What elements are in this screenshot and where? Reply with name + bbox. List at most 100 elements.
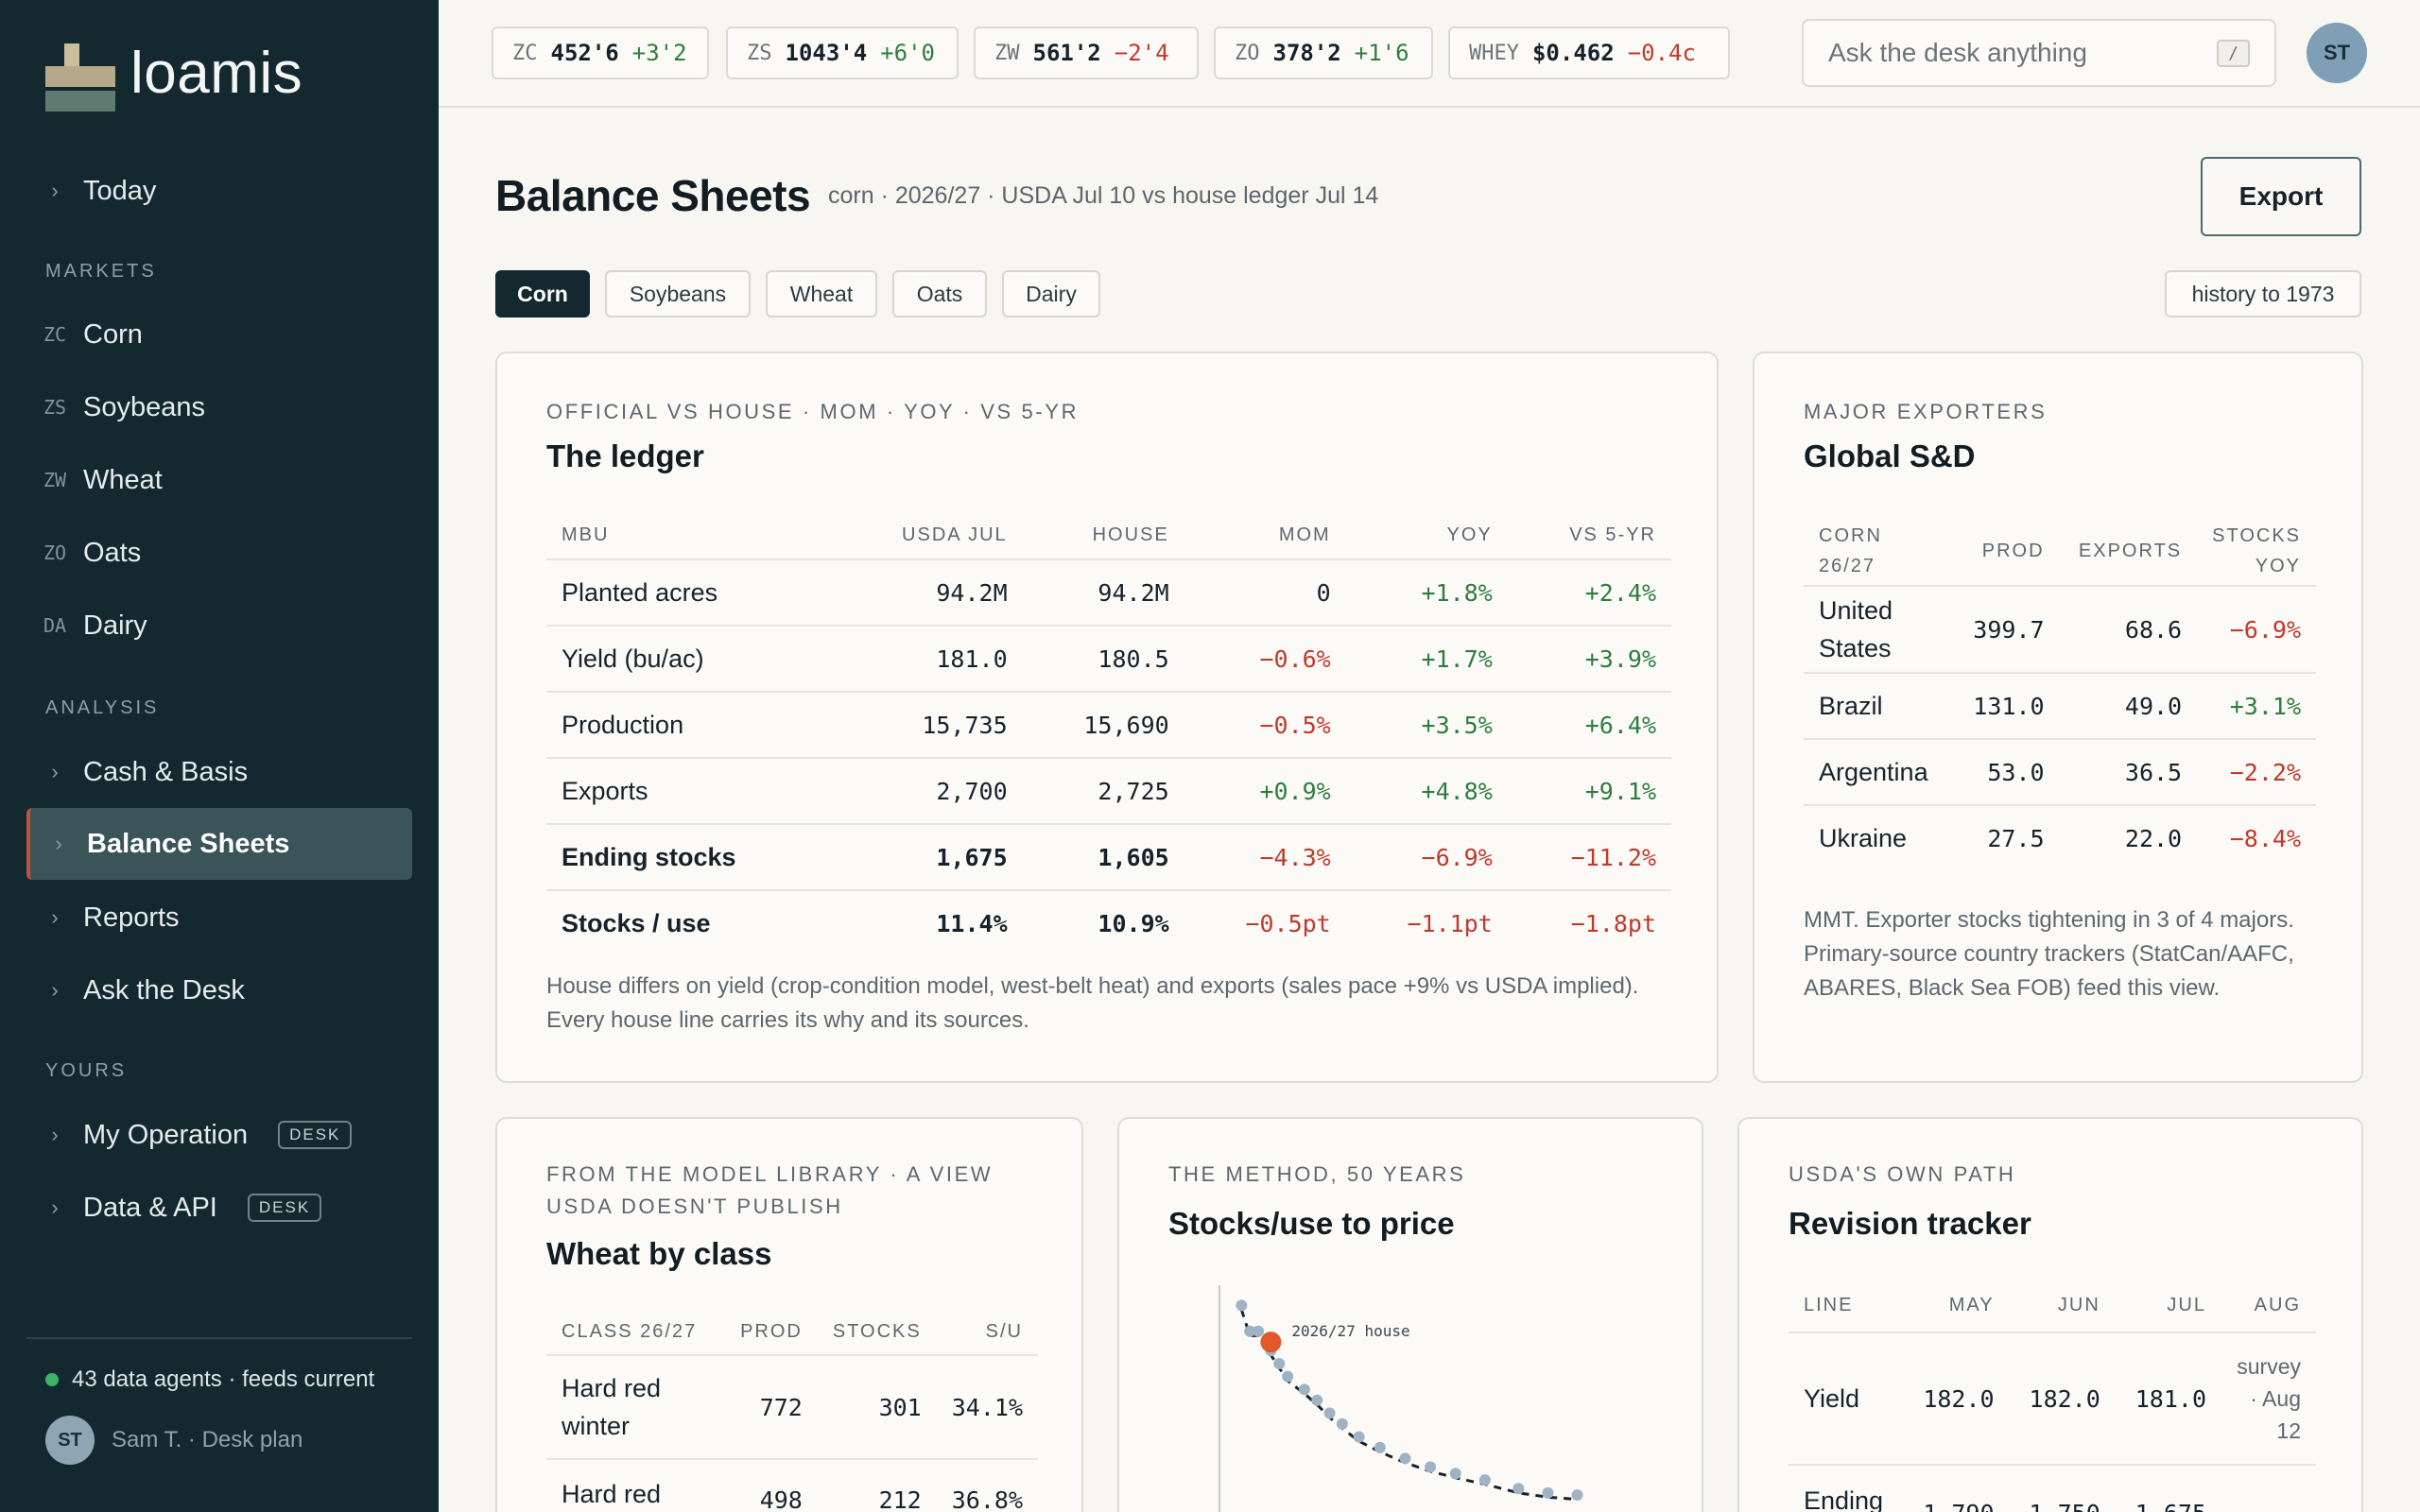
sidebar-item-my-operation[interactable]: › My Operation DESK [26, 1099, 412, 1171]
history-point [1244, 1325, 1256, 1337]
table-row[interactable]: Brazil 131.0 49.0 +3.1% [1804, 672, 2316, 739]
history-point [1571, 1489, 1583, 1502]
user-account[interactable]: ST Sam T. · Desk plan [45, 1416, 302, 1465]
history-point [1273, 1357, 1286, 1369]
usda-value: 11.4% [832, 889, 1023, 956]
column-header: STOCKS [832, 1320, 922, 1342]
exporters-card: MAJOR EXPORTERS Global S&D CORN 26/27 PR… [1753, 352, 2363, 1083]
tab-dairy[interactable]: Dairy [1002, 270, 1100, 318]
table-row[interactable]: Argentina 53.0 36.5 −2.2% [1804, 738, 2316, 805]
sidebar-item-data-api[interactable]: › Data & API DESK [26, 1172, 412, 1244]
export-button[interactable]: Export [2201, 157, 2361, 236]
revision-card: USDA'S OWN PATH Revision tracker LINE MA… [1737, 1117, 2363, 1512]
yoy-value: +3.5% [1345, 691, 1508, 758]
table-row[interactable]: Hard red 498 212 36.8% [546, 1458, 1038, 1512]
table-row[interactable]: Exports 2,700 2,725 +0.9% +4.8% +9.1% [546, 757, 1671, 824]
stocks-yoy-value: +3.1% [2197, 672, 2316, 739]
column-header: CORN 26/27 [1819, 524, 1882, 576]
column-header: MAY [1948, 1294, 1995, 1315]
ticker-whey[interactable]: WHEY $0.462 −0.4c [1448, 26, 1730, 79]
tab-oats[interactable]: Oats [892, 270, 987, 318]
sidebar-item-today[interactable]: › Today [26, 155, 412, 227]
exporters-eyebrow: MAJOR EXPORTERS [1804, 400, 2048, 423]
history-point [1374, 1441, 1386, 1453]
vs5-value: −1.8pt [1507, 889, 1671, 956]
sidebar-item-cash-basis[interactable]: › Cash & Basis [26, 736, 412, 808]
column-header: MOM [1278, 524, 1331, 545]
column-header: VS 5-YR [1569, 524, 1656, 545]
wheat-title: Wheat by class [546, 1236, 772, 1271]
ticker-zc[interactable]: ZC 452'6 +3'2 [492, 26, 709, 79]
stocks-value: 301 [817, 1354, 937, 1459]
market-code: DA [43, 614, 67, 637]
sidebar-item-reports[interactable]: › Reports [26, 882, 412, 954]
search-input[interactable] [1828, 38, 2218, 68]
yoy-value: +1.7% [1345, 625, 1508, 692]
exporters-table: CORN 26/27 PROD EXPORTS STOCKS YOY Unite… [1804, 516, 2316, 871]
table-row[interactable]: Ending 1,790 1,750 1,675 · [1789, 1464, 2316, 1512]
table-row[interactable]: United States 399.7 68.6 −6.9% [1804, 585, 2316, 673]
ticker-symbol: ZC [512, 41, 538, 65]
chevron-right-icon: › [51, 978, 59, 1002]
stocks-price-chart[interactable]: 2026/27 house [1176, 1285, 1668, 1512]
yoy-value: −6.9% [1345, 823, 1508, 890]
table-row[interactable]: Production 15,735 15,690 −0.5% +3.5% +6.… [546, 691, 1671, 758]
ticker-zo[interactable]: ZO 378'2 +1'6 [1214, 26, 1433, 79]
sidebar-section-markets: MARKETS [45, 261, 157, 282]
history-button[interactable]: history to 1973 [2165, 270, 2361, 318]
tab-corn[interactable]: Corn [495, 270, 590, 318]
sidebar-item-oats[interactable]: ZO Oats [26, 517, 412, 589]
history-point [1542, 1486, 1554, 1499]
history-point [1512, 1483, 1525, 1495]
history-point [1353, 1431, 1365, 1443]
chevron-right-icon: › [51, 179, 59, 202]
usda-value: 2,700 [832, 757, 1023, 824]
prod-value: 772 [725, 1354, 818, 1459]
revision-line: Yield [1789, 1332, 1904, 1465]
avatar[interactable]: ST [2307, 23, 2367, 83]
history-point [1298, 1383, 1310, 1396]
house-point[interactable] [1260, 1332, 1282, 1353]
ticker-price: 561'2 [1032, 40, 1101, 66]
table-row[interactable]: Yield (bu/ac) 181.0 180.5 −0.6% +1.7% +3… [546, 625, 1671, 692]
table-row[interactable]: Stocks / use 11.4% 10.9% −0.5pt −1.1pt −… [546, 889, 1671, 956]
tab-soybeans[interactable]: Soybeans [605, 270, 751, 318]
sidebar-section-analysis: ANALYSIS [45, 697, 160, 718]
table-row[interactable]: Ukraine 27.5 22.0 −8.4% [1804, 804, 2316, 871]
ticker-price: $0.462 [1531, 40, 1615, 66]
market-code: ZC [43, 323, 67, 346]
sidebar-item-balance-sheets[interactable]: › Balance Sheets [26, 808, 412, 880]
table-row[interactable]: Planted acres 94.2M 94.2M 0 +1.8% +2.4% [546, 558, 1671, 626]
ticker-change: +6'0 [880, 40, 935, 66]
su-value: 34.1% [936, 1354, 1038, 1459]
prod-value: 399.7 [1955, 585, 2060, 673]
sidebar-item-label: Dairy [83, 610, 147, 641]
ticker-zw[interactable]: ZW 561'2 −2'4 [974, 26, 1199, 79]
table-row[interactable]: Yield 182.0 182.0 181.0 survey · Aug 12 [1789, 1332, 2316, 1465]
sidebar-item-dairy[interactable]: DA Dairy [26, 590, 412, 662]
table-row[interactable]: Ending stocks 1,675 1,605 −4.3% −6.9% −1… [546, 823, 1671, 890]
usda-value: 181.0 [832, 625, 1023, 692]
sidebar-section-yours: YOURS [45, 1060, 128, 1081]
sidebar-item-wheat[interactable]: ZW Wheat [26, 444, 412, 516]
search-box[interactable]: / [1802, 19, 2276, 87]
table-row[interactable]: Hard red winter 772 301 34.1% [546, 1354, 1038, 1459]
column-header: CLASS 26/27 [562, 1320, 698, 1342]
tab-wheat[interactable]: Wheat [766, 270, 877, 318]
may-value: 182.0 [1903, 1332, 2010, 1465]
sidebar-item-corn[interactable]: ZC Corn [26, 299, 412, 370]
wheat-eyebrow: FROM THE MODEL LIBRARY · A VIEW USDA DOE… [546, 1162, 994, 1218]
stocks-yoy-value: −8.4% [2197, 804, 2316, 871]
ticker-price: 452'6 [550, 40, 619, 66]
logo[interactable]: loamis [45, 38, 302, 113]
ticker-change: −2'4 [1114, 40, 1169, 66]
sidebar-item-soybeans[interactable]: ZS Soybeans [26, 371, 412, 443]
sidebar-item-ask-the-desk[interactable]: › Ask the Desk [26, 954, 412, 1026]
feed-status-text: 43 data agents · feeds current [72, 1366, 375, 1392]
sidebar-item-label: Cash & Basis [83, 756, 249, 787]
ticker-zs[interactable]: ZS 1043'4 +6'0 [726, 26, 959, 79]
history-point [1478, 1474, 1491, 1486]
exports-value: 49.0 [2059, 672, 2198, 739]
column-header: STOCKS YOY [2212, 524, 2301, 576]
sidebar-item-label: My Operation [83, 1119, 249, 1150]
